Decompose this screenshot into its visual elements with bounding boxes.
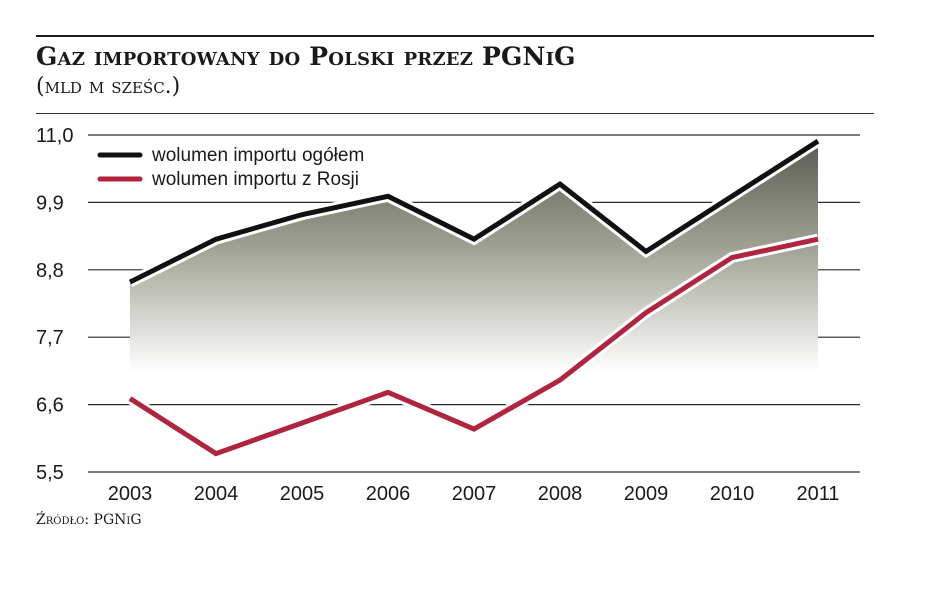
top-rule (36, 35, 874, 37)
source-note: Źródło: PGNiG (36, 512, 142, 528)
y-axis-tick-labels: 11,0 9,9 8,8 7,7 6,6 5,5 (36, 125, 73, 484)
x-axis-tick-labels: 2003 2004 2005 2006 2007 2008 2009 2010 2011 (108, 483, 840, 505)
chart-subtitle: (mld m sześc.) (36, 74, 181, 99)
legend-label: wolumen importu ogółem (151, 145, 364, 166)
legend-label: wolumen importu z Rosji (151, 169, 359, 190)
series-lines (127, 136, 821, 460)
legend: wolumen importu ogółem wolumen importu z … (97, 145, 364, 190)
x-tick-label: 2008 (538, 483, 583, 505)
y-tick-label: 11,0 (36, 125, 73, 147)
header-rule (36, 113, 874, 114)
x-tick-label: 2005 (280, 483, 325, 505)
y-tick-label: 5,5 (36, 462, 64, 484)
chart-title: Gaz importowany do Polski przez PGNiG (36, 42, 576, 71)
x-tick-label: 2003 (108, 483, 153, 505)
x-tick-label: 2011 (796, 483, 839, 505)
x-tick-label: 2009 (624, 483, 669, 505)
y-tick-label: 6,6 (36, 395, 64, 417)
x-tick-label: 2006 (366, 483, 411, 505)
x-tick-label: 2010 (710, 483, 755, 505)
y-tick-label: 9,9 (36, 192, 64, 214)
y-tick-label: 7,7 (36, 327, 64, 349)
x-tick-label: 2004 (194, 483, 239, 505)
x-tick-label: 2007 (452, 483, 497, 505)
y-tick-label: 8,8 (36, 260, 64, 282)
